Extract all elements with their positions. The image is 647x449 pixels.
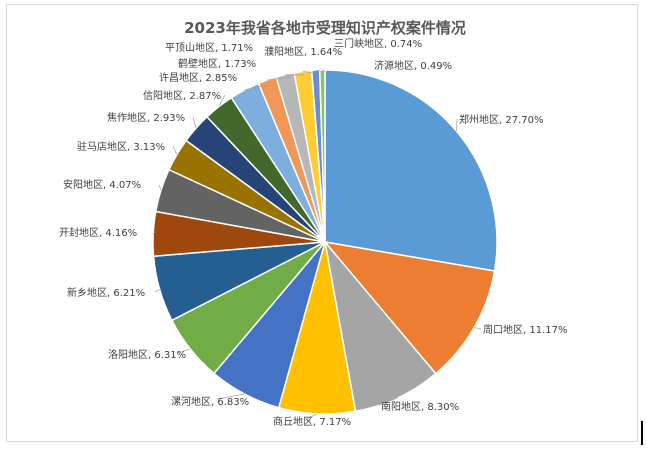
- data-label: 新乡地区, 6.21%: [67, 286, 145, 299]
- data-label: 洛阳地区, 6.31%: [108, 348, 186, 361]
- leader-line: [315, 69, 322, 72]
- pie-slice: [318, 69, 326, 243]
- data-label: 开封地区, 4.16%: [59, 226, 137, 239]
- leader-line: [154, 288, 160, 293]
- data-label: 郑州地区, 27.70%: [459, 113, 544, 126]
- leader-line: [172, 145, 178, 155]
- leader-line: [302, 71, 315, 74]
- pie-chart: 2023年我省各地市受理知识产权案件情况 郑州地区, 27.70% 周口地区, 1…: [59, 19, 568, 428]
- chart-frame: 2023年我省各地市受理知识产权案件情况 郑州地区, 27.70% 周口地区, 1…: [6, 4, 638, 442]
- leader-line: [267, 76, 293, 81]
- leader-lines: [152, 69, 482, 420]
- leader-line: [456, 118, 458, 132]
- leader-line: [192, 116, 197, 129]
- leader-line: [244, 84, 268, 91]
- data-label: 周口地区, 11.17%: [483, 323, 568, 336]
- leader-line: [474, 327, 482, 330]
- data-label: 信阳地区, 2.87%: [143, 89, 221, 102]
- pie-slices: [152, 69, 498, 415]
- data-label: 济源地区, 0.49%: [374, 59, 452, 72]
- data-label: 驻马店地区, 3.13%: [77, 140, 165, 153]
- data-label: 南阳地区, 8.30%: [381, 400, 459, 413]
- data-label: 焦作地区, 2.93%: [107, 111, 185, 124]
- chart-title: 2023年我省各地市受理知识产权案件情况: [184, 19, 466, 37]
- data-label: 三门峡地区, 0.74%: [334, 37, 422, 50]
- leader-line: [216, 393, 245, 400]
- data-label: 濮阳地区, 1.64%: [264, 45, 342, 58]
- data-label: 鹤壁地区, 1.73%: [178, 57, 256, 70]
- leader-line: [152, 231, 156, 235]
- data-label: 安阳地区, 4.07%: [63, 178, 141, 191]
- leader-line: [218, 94, 226, 107]
- edge-bar: [641, 421, 643, 445]
- leader-line: [378, 397, 399, 406]
- data-labels: 郑州地区, 27.70% 周口地区, 11.17% 南阳地区, 8.30% 商丘地区,…: [59, 37, 568, 428]
- leader-line: [176, 348, 191, 354]
- data-label: 漯河地区, 6.83%: [171, 395, 249, 408]
- leader-line: [322, 69, 326, 72]
- data-label: 许昌地区, 2.85%: [159, 71, 237, 84]
- leader-line: [306, 413, 318, 420]
- data-label: 商丘地区, 7.17%: [273, 415, 351, 428]
- pie-slice: [324, 69, 498, 272]
- leader-line: [158, 184, 162, 191]
- data-label: 平顶山地区, 1.71%: [165, 41, 253, 54]
